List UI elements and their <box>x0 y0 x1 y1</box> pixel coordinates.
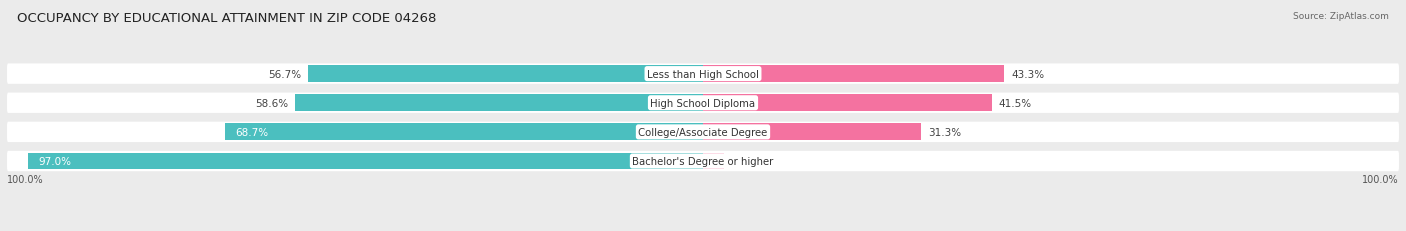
Text: 3.0%: 3.0% <box>731 156 758 166</box>
Text: 41.5%: 41.5% <box>998 98 1032 108</box>
Bar <box>703 124 921 141</box>
FancyBboxPatch shape <box>7 93 1399 113</box>
Bar <box>703 66 1004 83</box>
Text: College/Associate Degree: College/Associate Degree <box>638 127 768 137</box>
Text: Bachelor's Degree or higher: Bachelor's Degree or higher <box>633 156 773 166</box>
Text: 56.7%: 56.7% <box>269 69 301 79</box>
Text: 58.6%: 58.6% <box>254 98 288 108</box>
FancyBboxPatch shape <box>7 151 1399 171</box>
Text: 100.0%: 100.0% <box>7 174 44 184</box>
Bar <box>295 95 703 112</box>
Text: High School Diploma: High School Diploma <box>651 98 755 108</box>
FancyBboxPatch shape <box>7 122 1399 143</box>
Text: Source: ZipAtlas.com: Source: ZipAtlas.com <box>1294 12 1389 21</box>
Text: 68.7%: 68.7% <box>235 127 269 137</box>
Text: OCCUPANCY BY EDUCATIONAL ATTAINMENT IN ZIP CODE 04268: OCCUPANCY BY EDUCATIONAL ATTAINMENT IN Z… <box>17 12 436 24</box>
Text: 97.0%: 97.0% <box>38 156 72 166</box>
Bar <box>703 153 724 170</box>
Text: Less than High School: Less than High School <box>647 69 759 79</box>
FancyBboxPatch shape <box>7 64 1399 85</box>
Text: 100.0%: 100.0% <box>1362 174 1399 184</box>
Bar <box>703 95 991 112</box>
Bar <box>308 66 703 83</box>
Bar <box>28 153 703 170</box>
Bar <box>225 124 703 141</box>
Text: 31.3%: 31.3% <box>928 127 960 137</box>
Text: 43.3%: 43.3% <box>1011 69 1045 79</box>
